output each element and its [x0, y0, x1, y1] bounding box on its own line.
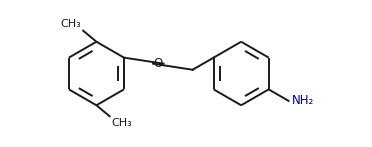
Text: CH₃: CH₃	[61, 19, 81, 29]
Text: CH₃: CH₃	[112, 118, 132, 128]
Text: NH₂: NH₂	[292, 94, 314, 107]
Text: O: O	[154, 57, 163, 70]
